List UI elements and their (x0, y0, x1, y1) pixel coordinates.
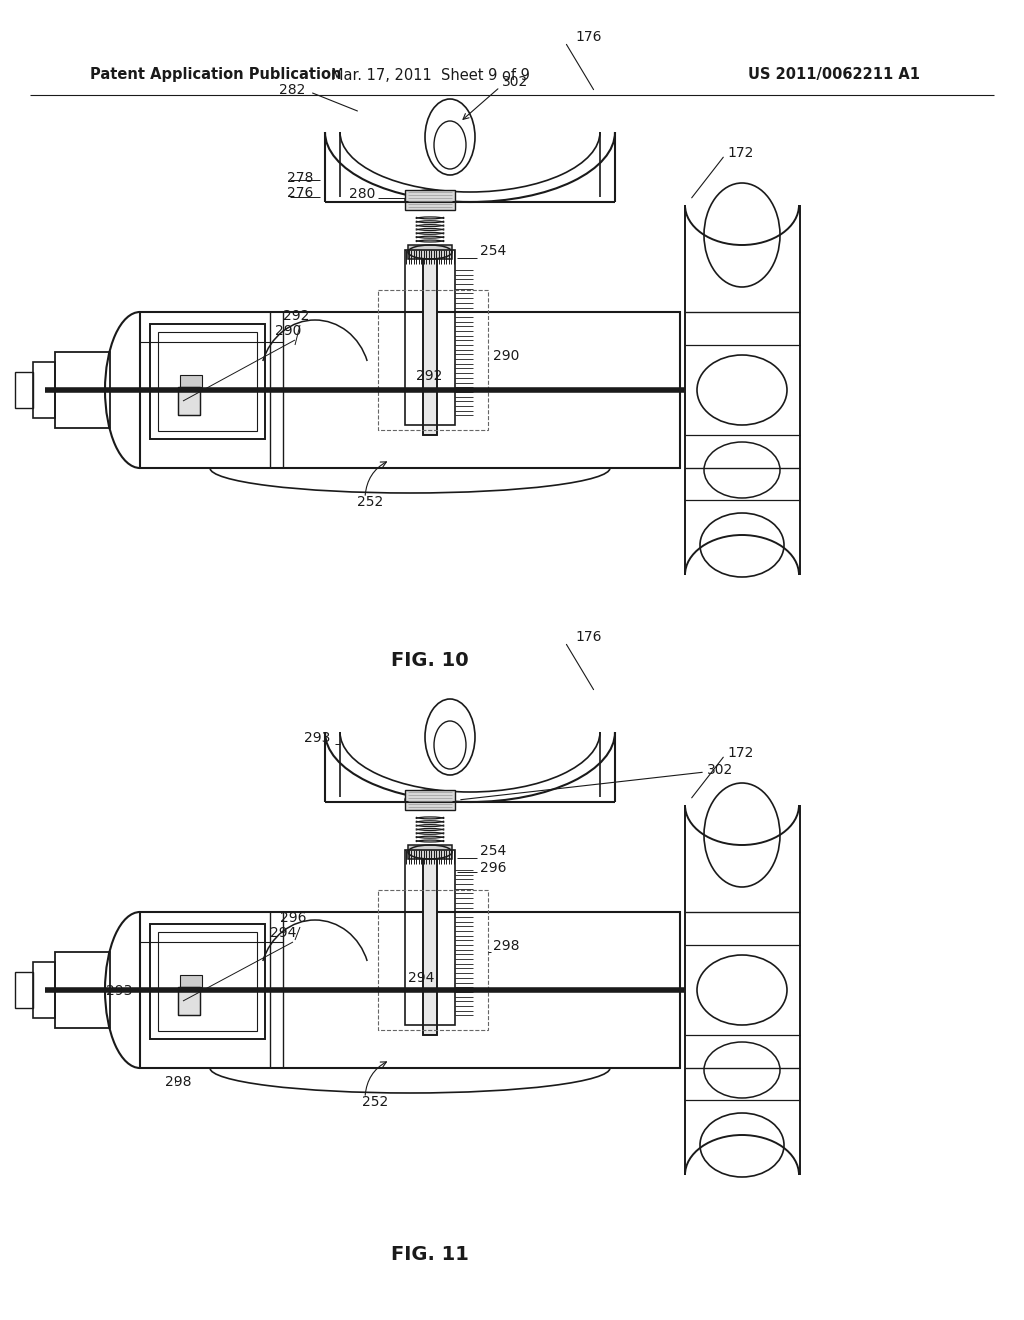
Text: Mar. 17, 2011  Sheet 9 of 9: Mar. 17, 2011 Sheet 9 of 9 (331, 67, 529, 82)
Bar (178, 987, 200, 1015)
Text: 254: 254 (480, 843, 506, 858)
Bar (423, 850, 437, 1035)
Bar (33, 962, 55, 1018)
Bar (140, 912, 680, 1068)
Bar (55, 952, 110, 1028)
Bar (378, 890, 488, 1030)
Text: FIG. 11: FIG. 11 (391, 1246, 469, 1265)
Text: Patent Application Publication: Patent Application Publication (90, 67, 341, 82)
Text: US 2011/0062211 A1: US 2011/0062211 A1 (748, 67, 920, 82)
Bar (408, 246, 452, 259)
Bar (423, 249, 437, 436)
Text: 276: 276 (287, 186, 313, 201)
Text: 172: 172 (727, 746, 754, 760)
Text: 292: 292 (283, 309, 309, 323)
Text: 296: 296 (280, 911, 306, 925)
Bar (178, 387, 200, 414)
Text: 278: 278 (287, 172, 313, 185)
Text: 252: 252 (357, 495, 383, 510)
Bar (55, 352, 110, 428)
Bar (406, 789, 455, 810)
Ellipse shape (406, 789, 455, 810)
Bar (178, 987, 200, 1015)
Text: 176: 176 (575, 630, 601, 644)
Bar (158, 932, 257, 1031)
Bar (408, 845, 452, 859)
Bar (15, 372, 33, 408)
Bar (406, 249, 455, 425)
Text: FIG. 10: FIG. 10 (391, 651, 469, 669)
Ellipse shape (406, 190, 455, 210)
Text: 176: 176 (575, 30, 601, 44)
Bar (178, 387, 200, 414)
Text: 292: 292 (416, 370, 442, 383)
Text: 298: 298 (493, 939, 519, 953)
Text: 294: 294 (270, 927, 296, 940)
Bar (33, 362, 55, 418)
Text: 290: 290 (493, 348, 519, 363)
Text: 290: 290 (275, 323, 301, 338)
Text: 252: 252 (361, 1096, 388, 1109)
Bar (180, 975, 202, 987)
Bar (406, 190, 455, 210)
Text: 293: 293 (304, 731, 330, 744)
Bar (423, 850, 437, 1035)
Text: 282: 282 (279, 83, 305, 96)
Text: 280: 280 (348, 187, 375, 201)
Bar (423, 249, 437, 436)
Text: 296: 296 (480, 861, 507, 875)
Text: 254: 254 (480, 244, 506, 257)
Bar (158, 333, 257, 432)
Text: 294: 294 (408, 972, 434, 985)
Bar (180, 375, 202, 387)
Text: 298: 298 (165, 1074, 191, 1089)
Text: 293: 293 (105, 983, 132, 998)
Bar (140, 312, 680, 469)
Bar (378, 290, 488, 430)
Bar (406, 850, 455, 1026)
Text: 302: 302 (502, 75, 528, 88)
Bar (150, 924, 265, 1039)
Bar (150, 323, 265, 440)
Text: 302: 302 (707, 763, 733, 777)
Bar (15, 972, 33, 1008)
Text: 172: 172 (727, 147, 754, 160)
